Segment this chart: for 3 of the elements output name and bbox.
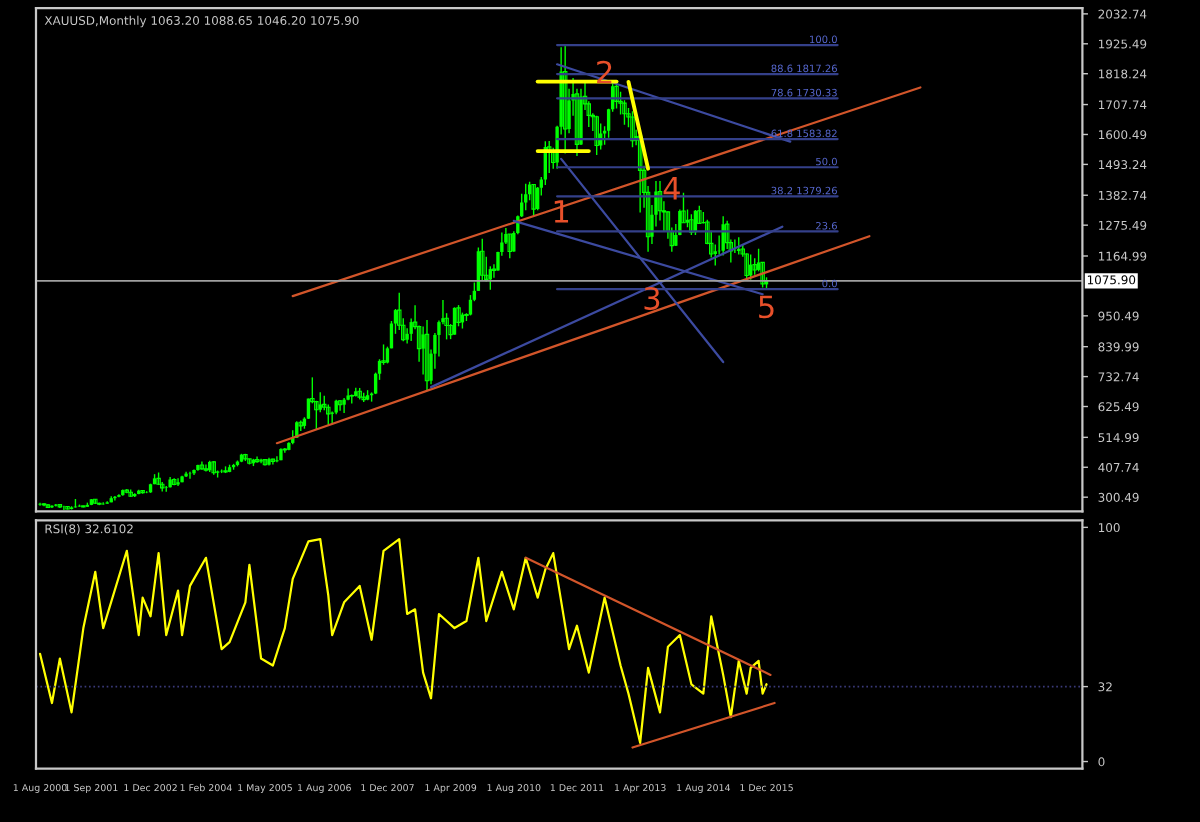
annotation: 3: [644, 286, 660, 311]
annotation: 5: [759, 295, 774, 319]
annotation: 4: [663, 177, 680, 200]
